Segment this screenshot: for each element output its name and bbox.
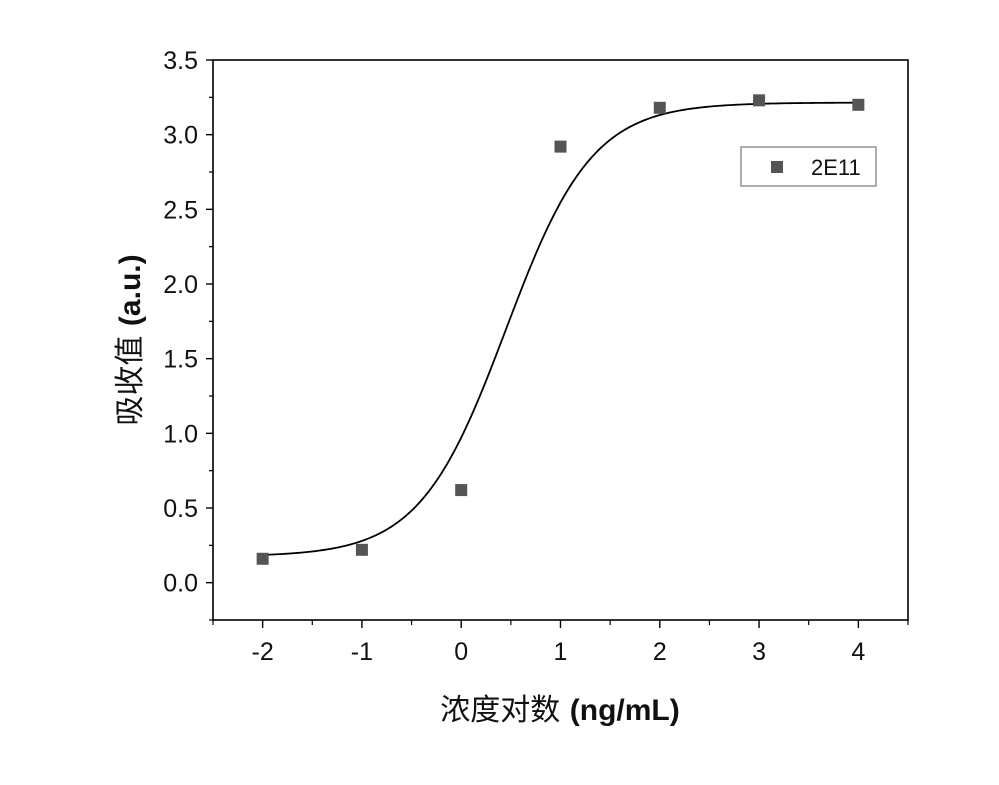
data-point (753, 94, 766, 107)
y-tick-label: 2.5 (163, 196, 198, 224)
y-tick-label: 0.0 (163, 570, 198, 598)
legend-box (740, 146, 877, 187)
legend-series-label: 2E11 (811, 155, 861, 180)
x-tick-label: -1 (351, 638, 373, 666)
data-point (852, 98, 865, 111)
x-tick-label: 1 (554, 638, 568, 666)
x-tick-label: 3 (752, 638, 766, 666)
data-point (355, 543, 368, 556)
y-tick-label: 0.5 (163, 495, 198, 523)
y-tick-label: 3.0 (163, 122, 198, 150)
y-tick-label: 3.5 (163, 47, 198, 75)
data-point (653, 101, 666, 114)
y-tick-label: 2.0 (163, 271, 198, 299)
x-tick-label: 2 (653, 638, 667, 666)
x-tick-label: -2 (252, 638, 274, 666)
legend-marker (771, 161, 783, 173)
x-axis: -2 -1 0 1 2 3 4 (212, 620, 909, 666)
x-tick-label: 4 (851, 638, 865, 666)
data-point (455, 484, 468, 497)
data-point (554, 140, 567, 153)
legend: 2E11 (740, 146, 877, 187)
y-axis: 0.0 0.5 1.0 1.5 2.0 2.5 3.0 3.5 (163, 47, 213, 621)
y-tick-label: 1.0 (163, 420, 198, 448)
y-axis-title: 吸收值 (a.u.) (113, 254, 148, 425)
y-tick-label: 1.5 (163, 346, 198, 374)
x-axis-title: 浓度对数 (ng/mL) (440, 693, 680, 728)
data-point (256, 552, 269, 565)
x-tick-label: 0 (454, 638, 468, 666)
data-points (256, 94, 865, 565)
